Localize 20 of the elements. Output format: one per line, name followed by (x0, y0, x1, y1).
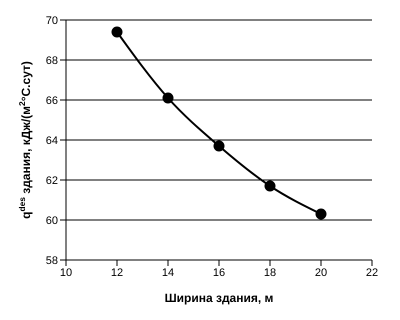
point (214, 140, 224, 152)
point (112, 26, 122, 38)
y-tick-label: 70 (46, 14, 58, 27)
point (162, 92, 174, 104)
y-tick-label: 68 (46, 54, 58, 67)
x-tick-label: 18 (264, 266, 276, 279)
x-tick-label: 20 (314, 266, 328, 279)
point (264, 180, 276, 192)
y-tick-label: 60 (46, 214, 58, 227)
point (316, 208, 326, 220)
x-tick-label: 16 (212, 266, 226, 279)
y-tick-label: 58 (46, 254, 58, 267)
x-tick-label: 22 (366, 266, 378, 279)
y-tick-label: 64 (46, 134, 58, 147)
x-tick-label: 12 (110, 266, 124, 279)
y-tick-label: 66 (46, 94, 58, 107)
y-tick-label: 62 (46, 174, 58, 187)
x-axis-title: Ширина здания, м (164, 291, 274, 305)
x-tick-label: 10 (60, 266, 72, 279)
x-tick-label: 14 (162, 266, 174, 279)
